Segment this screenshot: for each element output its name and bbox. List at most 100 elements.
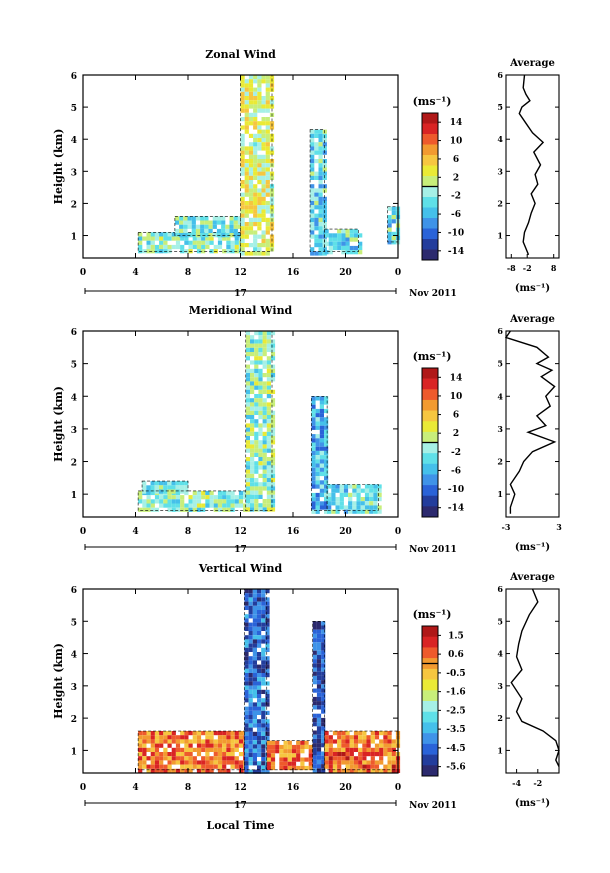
- heatmap-cell: [245, 503, 250, 508]
- heatmap-cell: [319, 404, 324, 409]
- heatmap-cell: [270, 478, 276, 483]
- heatmap-cell: [244, 125, 249, 130]
- heatmap-cell: [261, 142, 266, 147]
- heatmap-cell: [283, 744, 288, 750]
- heatmap-cell: [322, 163, 327, 168]
- heatmap-cell: [266, 749, 271, 754]
- heatmap-cell: [339, 492, 344, 497]
- heatmap-cell: [201, 739, 206, 744]
- heatmap-cell: [318, 205, 323, 210]
- heatmap-cell: [257, 121, 262, 126]
- heatmap-cell: [324, 241, 329, 246]
- heatmap-cell: [258, 389, 263, 394]
- heatmap-cell: [332, 764, 338, 769]
- heatmap-cell: [167, 481, 172, 486]
- heatmap-cell: [244, 626, 249, 631]
- heatmap-cell: [296, 744, 301, 750]
- heatmap-cell: [270, 364, 276, 369]
- heatmap-cell: [262, 406, 267, 411]
- heatmap-cell: [222, 507, 227, 512]
- heatmap-cell: [146, 503, 151, 508]
- heatmap-cell: [296, 757, 301, 762]
- heatmap-cell: [154, 495, 160, 500]
- heatmap-cell: [240, 247, 245, 252]
- heatmap-cell: [318, 217, 323, 222]
- average-frame: [505, 74, 560, 259]
- heatmap-cell: [318, 192, 323, 197]
- heatmap-cell: [261, 171, 266, 176]
- heatmap-cell: [248, 605, 253, 610]
- heatmap-cell: [316, 755, 322, 760]
- heatmap-cell: [318, 226, 323, 231]
- heatmap-cell: [257, 656, 262, 661]
- heatmap-cell: [349, 743, 354, 748]
- colorbar-swatch: [422, 378, 438, 390]
- heatmap-cell: [253, 146, 258, 151]
- heatmap-cell: [261, 757, 266, 762]
- heatmap-cell: [244, 104, 249, 109]
- heatmap-cell: [379, 731, 384, 736]
- heatmap-cell: [353, 756, 359, 761]
- heatmap-cell: [258, 385, 263, 390]
- heatmap-cell: [253, 184, 258, 189]
- heatmap-cell: [226, 244, 231, 250]
- heatmap-cell: [209, 503, 214, 508]
- heatmap-cell: [257, 138, 262, 143]
- heatmap-cell: [366, 760, 371, 765]
- heatmap-cell: [174, 216, 180, 221]
- date-suffix: Nov 2011: [409, 289, 457, 299]
- heatmap-cell: [377, 505, 382, 510]
- heatmap-cell: [314, 196, 319, 201]
- heatmap-cell: [248, 685, 253, 690]
- heatmap-cell: [188, 739, 193, 744]
- heatmap-cell: [244, 673, 249, 678]
- heatmap-cell: [244, 184, 249, 189]
- x-tick-label: 12: [234, 268, 247, 278]
- x-tick-label: 16: [287, 268, 300, 278]
- heatmap-cell: [270, 499, 276, 504]
- heatmap-cell: [254, 377, 259, 382]
- heatmap-cell: [138, 495, 143, 500]
- heatmap-cell: [314, 146, 319, 151]
- average-frame: [505, 588, 560, 774]
- heatmap-cell: [240, 91, 245, 96]
- heatmap-cell: [234, 240, 239, 245]
- heatmap-cell: [167, 760, 172, 765]
- heatmap-cell: [252, 685, 257, 690]
- heatmap-cell: [250, 423, 255, 428]
- heatmap-cell: [316, 734, 322, 739]
- heatmap-cell: [245, 478, 250, 483]
- heatmap-cell: [205, 743, 210, 748]
- heatmap-cell: [266, 757, 271, 762]
- heatmap-cell: [321, 629, 326, 634]
- heatmap-cell: [179, 485, 185, 490]
- colorbar-swatch: [422, 690, 438, 702]
- heatmap-cell: [253, 75, 258, 80]
- heatmap-cell: [204, 220, 209, 225]
- heatmap-cell: [345, 735, 350, 740]
- heatmap-cell: [217, 768, 223, 773]
- heatmap-cell: [341, 245, 346, 251]
- heatmap-cell: [245, 389, 250, 394]
- heatmap-cell: [387, 735, 392, 740]
- heatmap-cell: [254, 368, 259, 373]
- heatmap-cell: [261, 727, 266, 732]
- heatmap-cell: [245, 473, 250, 478]
- heatmap-cell: [226, 503, 231, 508]
- colorbar-swatch: [422, 453, 438, 465]
- heatmap-cell: [311, 471, 316, 477]
- average-y-tick-label: 2: [497, 713, 503, 723]
- heatmap-cell: [142, 743, 147, 748]
- heatmap-cell: [270, 415, 276, 420]
- heatmap-cell: [328, 233, 333, 238]
- heatmap-cell: [257, 664, 262, 669]
- heatmap-cell: [253, 217, 258, 222]
- heatmap-cell: [266, 461, 271, 466]
- heatmap-cell: [262, 486, 267, 491]
- heatmap-cell: [332, 752, 338, 757]
- heatmap-cell: [226, 499, 231, 504]
- heatmap-cell: [316, 638, 322, 643]
- heatmap-cell: [258, 465, 263, 470]
- contour-line: [387, 206, 399, 243]
- colorbar-swatch: [422, 711, 438, 723]
